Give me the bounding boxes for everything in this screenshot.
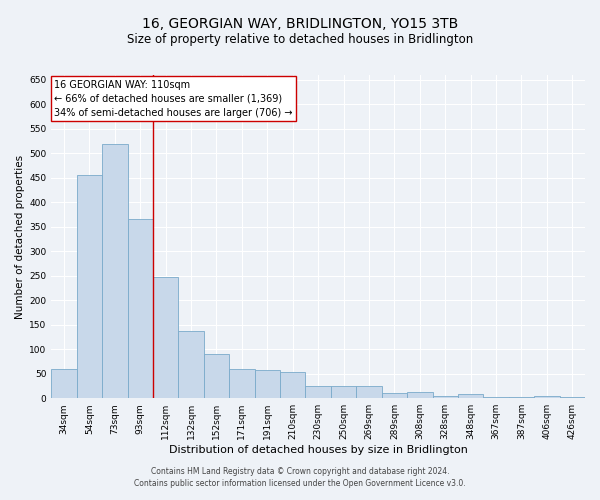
Bar: [407, 392, 433, 398]
Y-axis label: Number of detached properties: Number of detached properties: [15, 154, 25, 318]
Bar: [509, 396, 534, 398]
Bar: [77, 176, 102, 398]
X-axis label: Distribution of detached houses by size in Bridlington: Distribution of detached houses by size …: [169, 445, 467, 455]
Bar: [102, 144, 128, 398]
Text: 16 GEORGIAN WAY: 110sqm
← 66% of detached houses are smaller (1,369)
34% of semi: 16 GEORGIAN WAY: 110sqm ← 66% of detache…: [54, 80, 292, 118]
Bar: [458, 394, 484, 398]
Bar: [254, 370, 280, 398]
Bar: [534, 396, 560, 398]
Bar: [331, 386, 356, 398]
Bar: [280, 372, 305, 398]
Bar: [484, 396, 509, 398]
Bar: [382, 394, 407, 398]
Bar: [433, 396, 458, 398]
Bar: [204, 354, 229, 398]
Bar: [356, 386, 382, 398]
Bar: [51, 369, 77, 398]
Bar: [560, 396, 585, 398]
Bar: [229, 369, 254, 398]
Bar: [153, 277, 178, 398]
Bar: [178, 330, 204, 398]
Text: 16, GEORGIAN WAY, BRIDLINGTON, YO15 3TB: 16, GEORGIAN WAY, BRIDLINGTON, YO15 3TB: [142, 18, 458, 32]
Bar: [305, 386, 331, 398]
Text: Size of property relative to detached houses in Bridlington: Size of property relative to detached ho…: [127, 32, 473, 46]
Bar: [128, 220, 153, 398]
Text: Contains HM Land Registry data © Crown copyright and database right 2024.
Contai: Contains HM Land Registry data © Crown c…: [134, 466, 466, 487]
